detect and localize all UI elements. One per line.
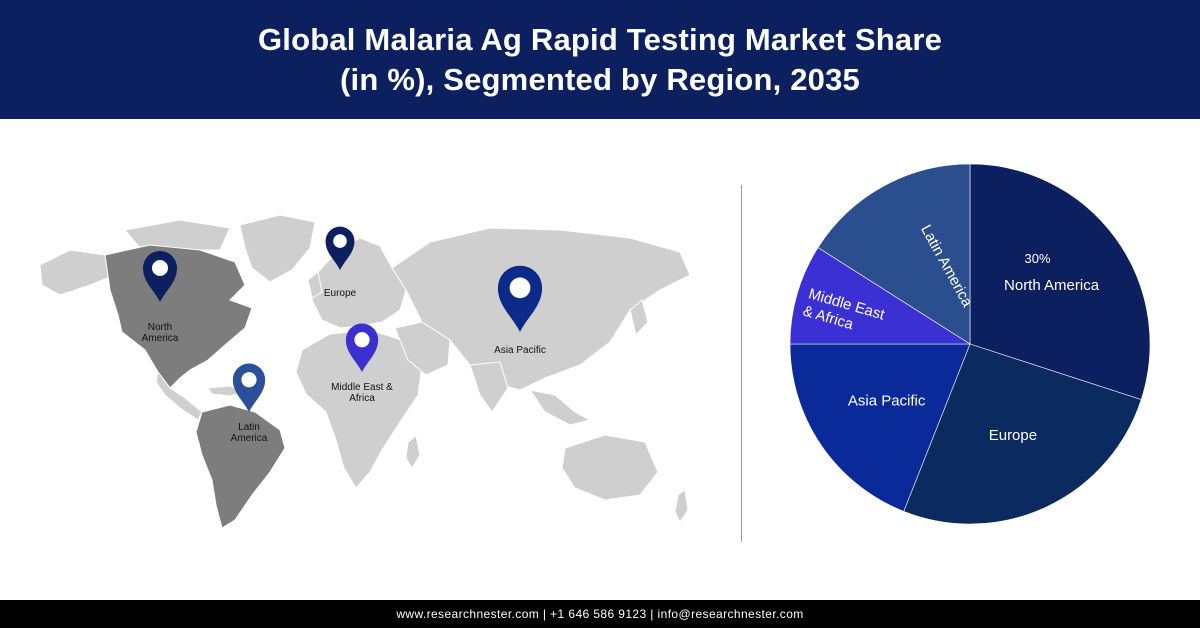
pie-slice-value-label: 30%: [1025, 251, 1051, 266]
map-pin-label: Middle East &: [331, 382, 393, 393]
map-asia: [391, 227, 691, 391]
location-pin-icon: [143, 251, 177, 302]
map-australia: [561, 434, 659, 501]
map-pin-label: North: [148, 322, 172, 333]
title-line-1: Global Malaria Ag Rapid Testing Market S…: [257, 21, 943, 57]
location-pin-icon: [325, 226, 355, 270]
map-pin-label: Latin: [238, 422, 260, 433]
map-pin-label: Africa: [349, 393, 375, 404]
map-central-america: [155, 370, 203, 421]
map-pin-label: America: [231, 433, 268, 444]
map-india: [469, 361, 509, 413]
pie-slice-label: Europe: [989, 427, 1037, 444]
map-japan: [629, 299, 649, 337]
map-pin-label: America: [142, 333, 179, 344]
pie-chart: North America 30% Europe Asia Pacific Middle…: [760, 150, 1180, 540]
footer-bar: www.researchnester.com | +1 646 586 9123…: [0, 600, 1200, 628]
map-pin-asia-pacific: Asia Pacific: [494, 265, 546, 356]
map-new-zealand: [674, 489, 689, 523]
pie-slice-label: North America: [1004, 277, 1100, 294]
map-alaska: [39, 249, 116, 296]
pie-slice-north-america: [969, 163, 1151, 401]
pie-slice-europe: [903, 343, 1142, 525]
world-map: North America Europe Asia Pacific Middle Eas…: [30, 150, 710, 570]
map-africa: [295, 329, 423, 489]
pie-slice-label: Asia Pacific: [848, 393, 926, 410]
map-pin-label: Europe: [324, 288, 357, 299]
location-pin-icon: [497, 265, 543, 332]
footer-contact-text: www.researchnester.com | +1 646 586 9123…: [396, 607, 804, 621]
map-greenland: [239, 214, 316, 283]
title-line-2: (in %), Segmented by Region, 2035: [340, 61, 860, 97]
map-north-america: [104, 244, 253, 389]
map-pin-europe: Europe: [324, 226, 357, 299]
map-southeast-asia: [528, 389, 592, 426]
location-pin-icon: [232, 363, 266, 412]
map-arctic-islands: [124, 219, 231, 251]
map-south-america: [195, 404, 286, 529]
map-madagascar: [405, 435, 421, 469]
map-europe: [311, 237, 407, 329]
map-uk: [307, 271, 323, 299]
pie-slice-latin-america: [817, 163, 971, 345]
pie-slice-asia-pacific: [789, 343, 971, 512]
map-pin-middle-east-africa: Middle East &Africa: [331, 323, 393, 404]
header-banner: Global Malaria Ag Rapid Testing Market S…: [0, 0, 1200, 119]
pie-slice-middle-east-africa: [789, 247, 972, 345]
map-pin-label: Asia Pacific: [494, 345, 546, 356]
location-pin-icon: [345, 323, 379, 372]
divider: [741, 185, 742, 542]
